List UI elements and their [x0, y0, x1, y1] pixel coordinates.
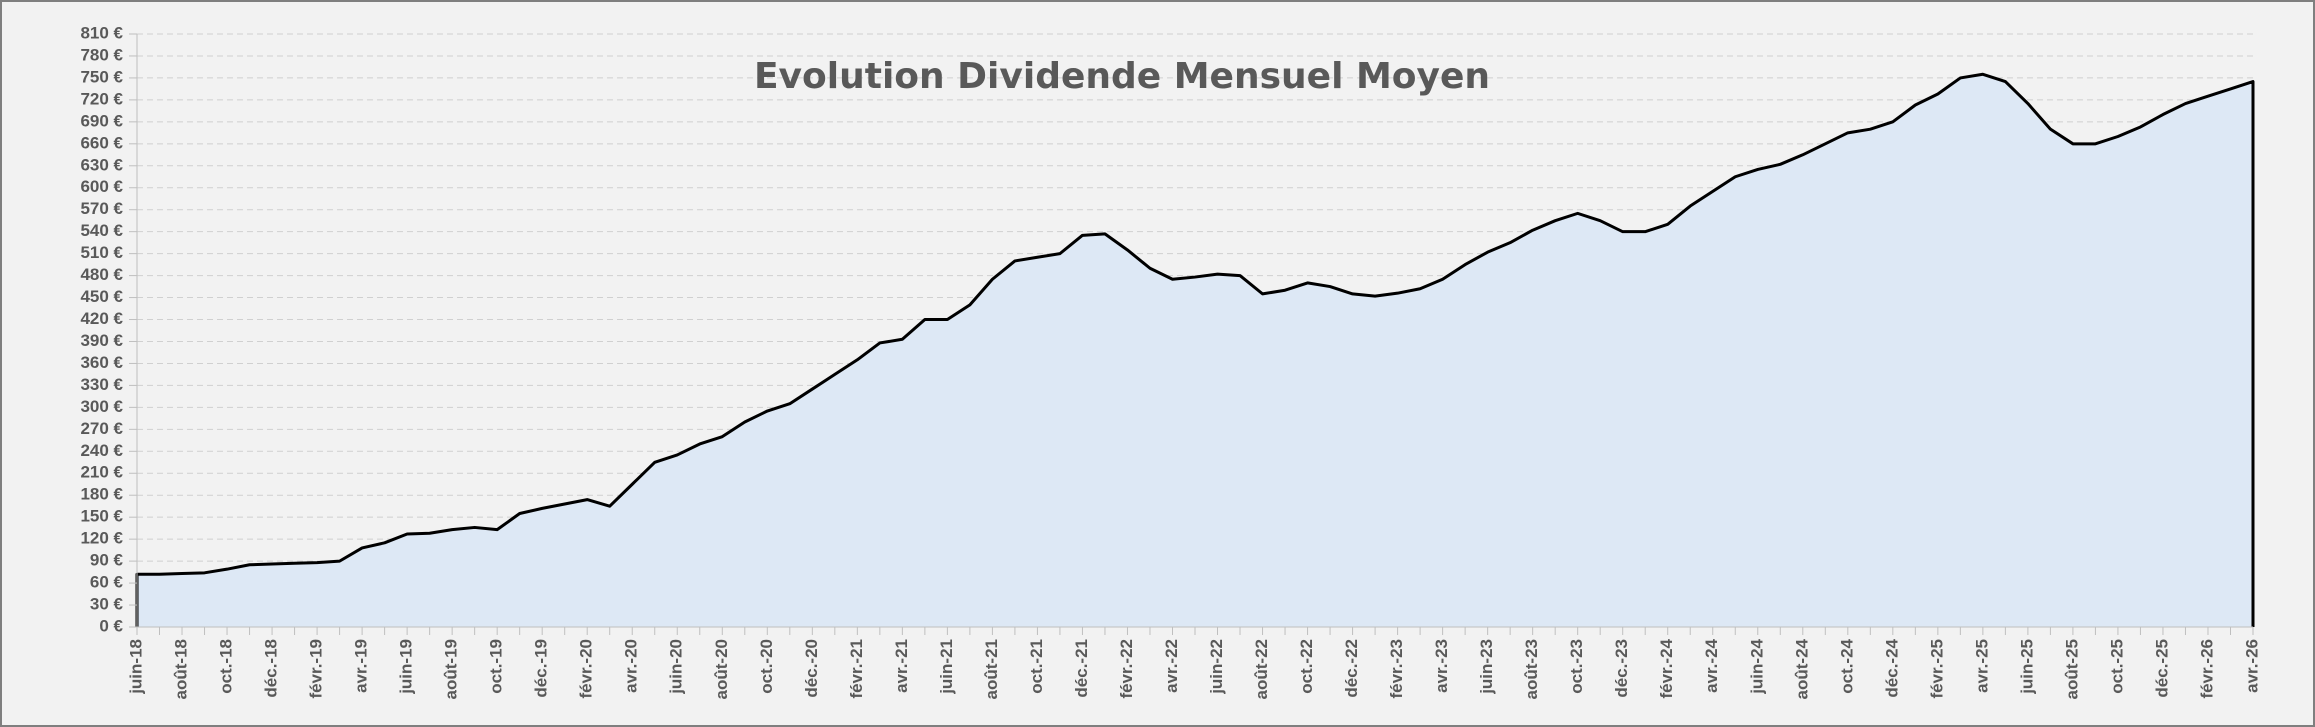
x-tick-label: avr.-24: [1702, 638, 1721, 692]
y-tick-label: 450 €: [80, 287, 123, 306]
x-tick-label: juin-23: [1477, 639, 1496, 695]
labels: 0 € 30 € 60 € 90 € 120 € 150 € 180 € 210 € 240 €…: [80, 23, 2261, 699]
x-tick-label: oct.-22: [1297, 639, 1316, 694]
x-tick-label: oct.-23: [1567, 639, 1586, 694]
x-tick-label: févr.-20: [577, 639, 596, 699]
x-tick-label: avr.-22: [1162, 639, 1181, 693]
x-tick-label: oct.-24: [1837, 638, 1856, 693]
y-tick-label: 810 €: [80, 23, 123, 42]
y-tick-label: 600 €: [80, 177, 123, 196]
x-tick-label: févr.-23: [1387, 639, 1406, 699]
x-tick-label: juin-20: [667, 639, 686, 695]
x-tick-label: déc.-18: [262, 639, 281, 698]
y-tick-label: 540 €: [80, 221, 123, 240]
x-tick-label: juin-19: [397, 639, 416, 695]
y-tick-label: 90 €: [90, 551, 124, 570]
x-tick-label: déc.-19: [532, 639, 551, 698]
x-tick-label: févr.-24: [1657, 638, 1676, 698]
x-tick-label: oct.-21: [1027, 639, 1046, 694]
y-tick-label: 0 €: [99, 616, 123, 635]
y-tick-label: 270 €: [80, 419, 123, 438]
y-tick-label: 390 €: [80, 331, 123, 350]
x-tick-label: juin-25: [2017, 639, 2036, 695]
y-tick-label: 30 €: [90, 595, 124, 614]
x-tick-label: août-19: [442, 639, 461, 699]
x-tick-label: août-23: [1522, 639, 1541, 699]
y-tick-label: 780 €: [80, 45, 123, 64]
line: [135, 72, 2255, 627]
chart-title: Evolution Dividende Mensuel Moyen: [754, 56, 1490, 97]
y-tick-label: 360 €: [80, 353, 123, 372]
x-tick-label: déc.-20: [802, 639, 821, 698]
x-tick-label: févr.-22: [1117, 639, 1136, 699]
x-tick-label: juin-21: [937, 639, 956, 695]
y-tick-label: 690 €: [80, 111, 123, 130]
y-tick-label: 210 €: [80, 463, 123, 482]
y-tick-label: 330 €: [80, 375, 123, 394]
y-tick-label: 60 €: [90, 573, 124, 592]
x-tick-label: déc.-25: [2152, 639, 2171, 698]
x-tick-label: févr.-19: [307, 639, 326, 699]
y-tick-label: 150 €: [80, 507, 123, 526]
x-tick-label: juin-22: [1207, 639, 1226, 695]
x-tick-label: août-21: [982, 639, 1001, 699]
y-tick-label: 180 €: [80, 485, 123, 504]
x-tick-label: avr.-23: [1432, 639, 1451, 693]
x-tick-label: oct.-25: [2107, 639, 2126, 694]
x-tick-label: avr.-21: [892, 639, 911, 693]
x-tick-label: juin-18: [126, 639, 145, 695]
area: [137, 74, 2253, 627]
x-tick-label: août-18: [172, 639, 191, 699]
x-tick-label: avr.-26: [2242, 639, 2261, 693]
x-tick-label: déc.-23: [1612, 639, 1631, 698]
x-tick-label: oct.-20: [757, 639, 776, 694]
x-tick-label: avr.-20: [622, 639, 641, 693]
x-tick-label: oct.-18: [217, 639, 236, 694]
x-tick-label: févr.-25: [1927, 639, 1946, 699]
y-tick-label: 120 €: [80, 529, 123, 548]
x-tick-label: févr.-26: [2197, 639, 2216, 699]
x-tick-label: févr.-21: [847, 639, 866, 699]
y-tick-label: 750 €: [80, 67, 123, 86]
x-tick-label: déc.-21: [1072, 639, 1091, 698]
x-tick-label: avr.-25: [1972, 639, 1991, 693]
x-tick-label: avr.-19: [352, 639, 371, 693]
y-tick-label: 570 €: [80, 199, 123, 218]
y-tick-label: 420 €: [80, 309, 123, 328]
plot: [135, 72, 2255, 627]
x-tick-label: août-20: [712, 639, 731, 699]
y-tick-label: 660 €: [80, 133, 123, 152]
y-tick-label: 240 €: [80, 441, 123, 460]
y-tick-label: 630 €: [80, 155, 123, 174]
x-tick-label: déc.-24: [1882, 638, 1901, 697]
x-tick-label: août-24: [1792, 638, 1811, 699]
y-tick-label: 300 €: [80, 397, 123, 416]
x-tick-label: oct.-19: [487, 639, 506, 694]
y-tick-label: 720 €: [80, 89, 123, 108]
x-tick-label: août-22: [1252, 639, 1271, 699]
x-tick-label: déc.-22: [1342, 639, 1361, 698]
x-tick-label: août-25: [2062, 639, 2081, 699]
x-tick-label: juin-24: [1747, 638, 1766, 694]
y-tick-label: 510 €: [80, 243, 123, 262]
y-tick-label: 480 €: [80, 265, 123, 284]
